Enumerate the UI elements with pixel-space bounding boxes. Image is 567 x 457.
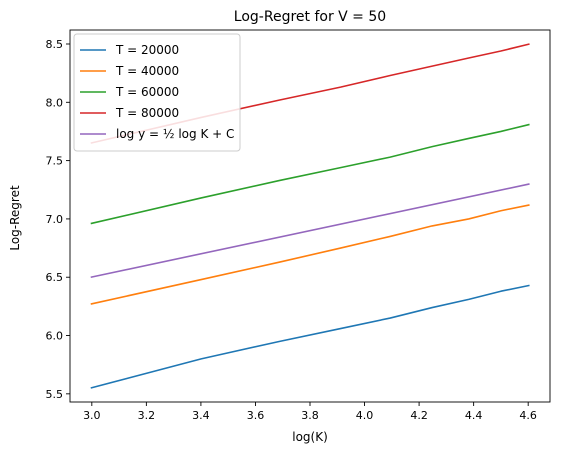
series-line-0 bbox=[90, 284, 530, 389]
y-tick-label: 7.0 bbox=[46, 213, 64, 226]
y-axis-label: Log-Regret bbox=[8, 185, 22, 251]
series-line-4 bbox=[90, 183, 530, 279]
axis-ticks: 3.0 3.2 3.4 3.6 3.8 4.0 4.2 4.4 4.6 5.5 6.0 6.5 7.0 7… bbox=[46, 38, 537, 422]
legend-label: T = 80000 bbox=[115, 106, 179, 120]
legend-label: log y = ½ log K + C bbox=[116, 127, 234, 141]
legend-label: T = 60000 bbox=[115, 85, 179, 99]
plot-area-frame bbox=[69, 29, 551, 403]
y-tick-label: 6.5 bbox=[46, 271, 64, 284]
legend-label: T = 20000 bbox=[115, 43, 179, 57]
x-tick-label: 4.4 bbox=[465, 409, 483, 422]
x-tick-label: 3.0 bbox=[83, 409, 101, 422]
x-tick-label: 3.2 bbox=[138, 409, 156, 422]
chart-title: Log-Regret for V = 50 bbox=[234, 9, 386, 25]
x-tick-label: 4.0 bbox=[356, 409, 374, 422]
legend: T = 20000 T = 40000 T = 60000 T = 80000 log … bbox=[73, 33, 241, 152]
y-tick-label: 8.5 bbox=[46, 38, 64, 51]
legend-box bbox=[73, 33, 241, 152]
y-tick-label: 7.5 bbox=[46, 155, 64, 168]
legend-label: T = 40000 bbox=[115, 64, 179, 78]
x-tick-label: 3.4 bbox=[192, 409, 210, 422]
x-tick-label: 3.6 bbox=[247, 409, 265, 422]
y-tick-label: 8.0 bbox=[46, 96, 64, 109]
x-tick-label: 4.2 bbox=[410, 409, 428, 422]
x-axis-label: log(K) bbox=[292, 430, 328, 444]
x-tick-label: 3.8 bbox=[301, 409, 319, 422]
y-tick-label: 6.0 bbox=[46, 330, 64, 343]
x-tick-label: 4.6 bbox=[519, 409, 537, 422]
y-tick-label: 5.5 bbox=[46, 388, 64, 401]
series-line-1 bbox=[90, 204, 530, 305]
series-line-2 bbox=[90, 123, 530, 225]
